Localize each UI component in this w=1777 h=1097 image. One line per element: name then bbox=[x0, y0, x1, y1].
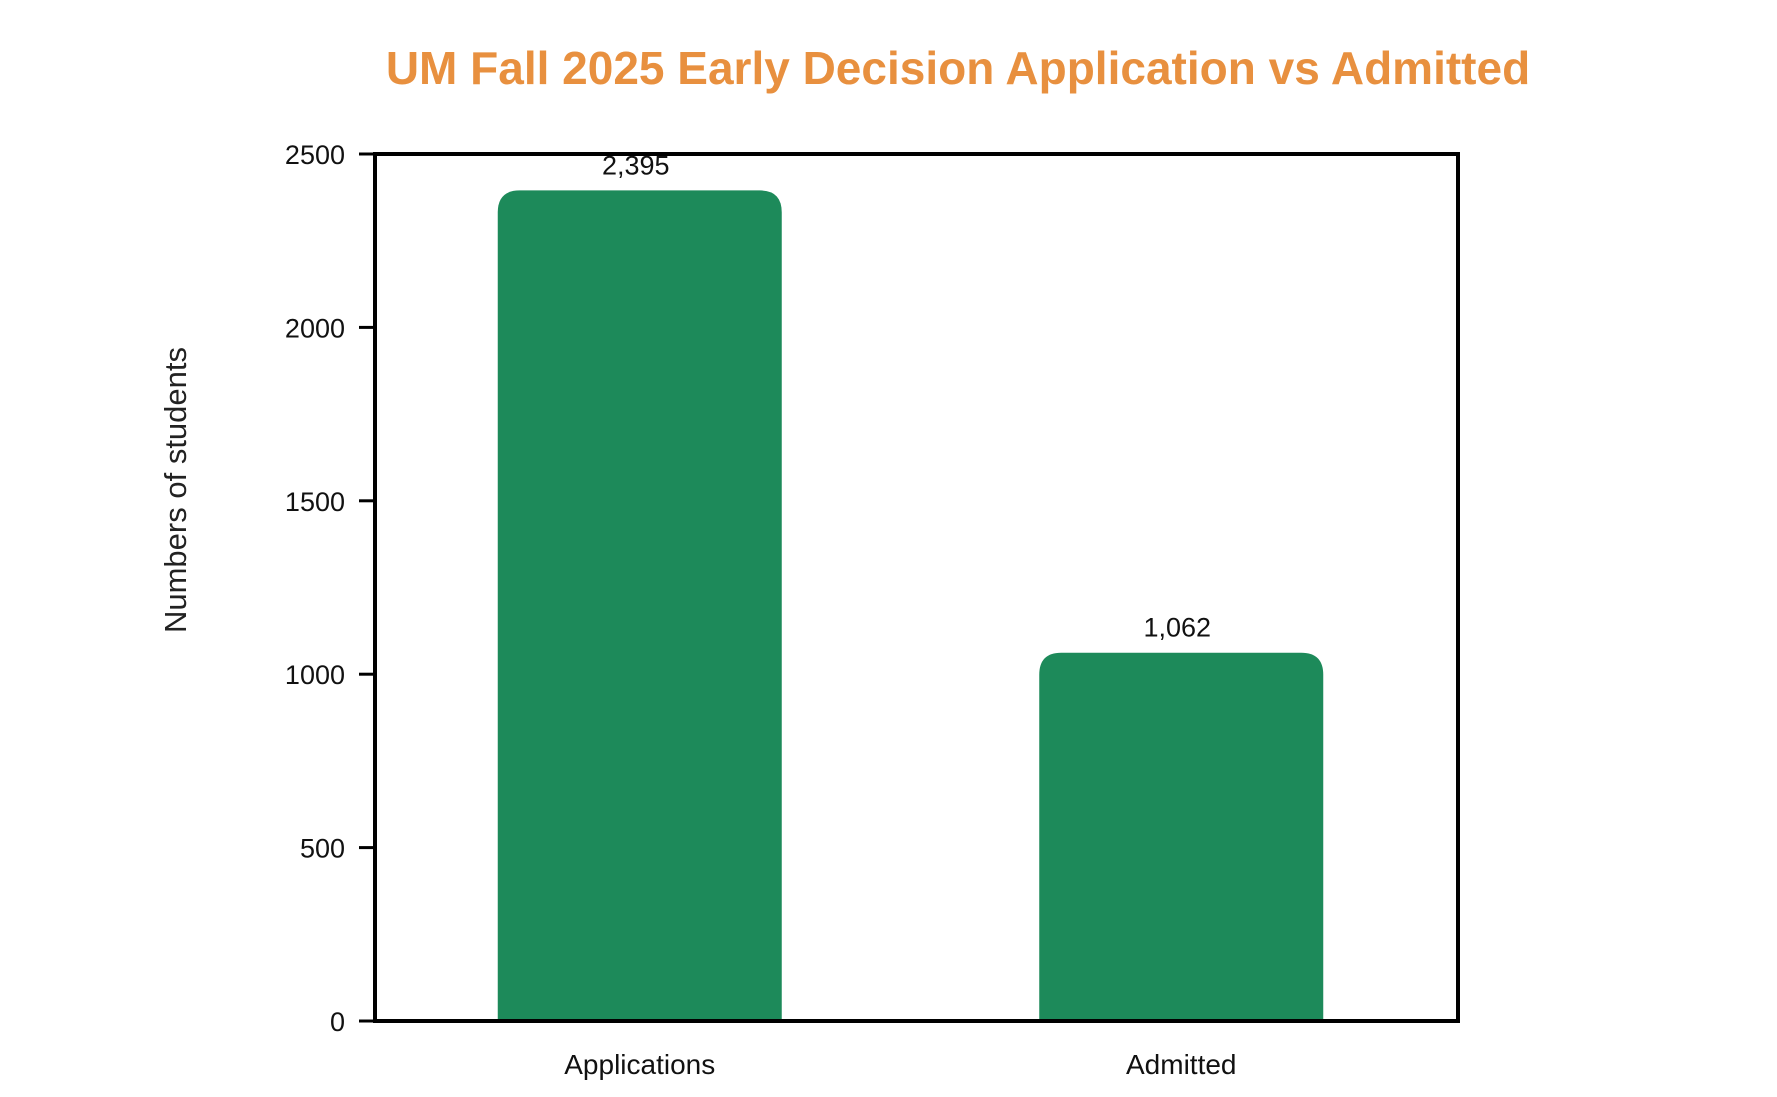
data-label-applications: 2,395 bbox=[602, 150, 670, 180]
bar-applications bbox=[497, 190, 782, 1021]
y-tick-label-500: 500 bbox=[300, 834, 345, 864]
x-tick-label-applications: Applications bbox=[564, 1049, 715, 1080]
y-tick-label-1000: 1000 bbox=[285, 660, 345, 690]
x-tick-label-admitted: Admitted bbox=[1126, 1049, 1237, 1080]
chart-title: UM Fall 2025 Early Decision Application … bbox=[386, 42, 1530, 94]
y-axis-title: Numbers of students bbox=[158, 347, 193, 633]
labels-layer: 2,395 Applications 1,062 Admitted 0 500 1000 15… bbox=[285, 140, 1237, 1080]
plot-frame bbox=[373, 152, 1460, 1023]
y-tick-label-2000: 2000 bbox=[285, 313, 345, 343]
y-tick-label-2500: 2500 bbox=[285, 140, 345, 170]
data-label-admitted: 1,062 bbox=[1143, 613, 1211, 643]
y-tick-label-1500: 1500 bbox=[285, 487, 345, 517]
bar-admitted bbox=[1039, 652, 1324, 1021]
axes-layer bbox=[359, 152, 1460, 1023]
bars-layer bbox=[497, 190, 1324, 1021]
y-tick-label-0: 0 bbox=[330, 1007, 345, 1037]
